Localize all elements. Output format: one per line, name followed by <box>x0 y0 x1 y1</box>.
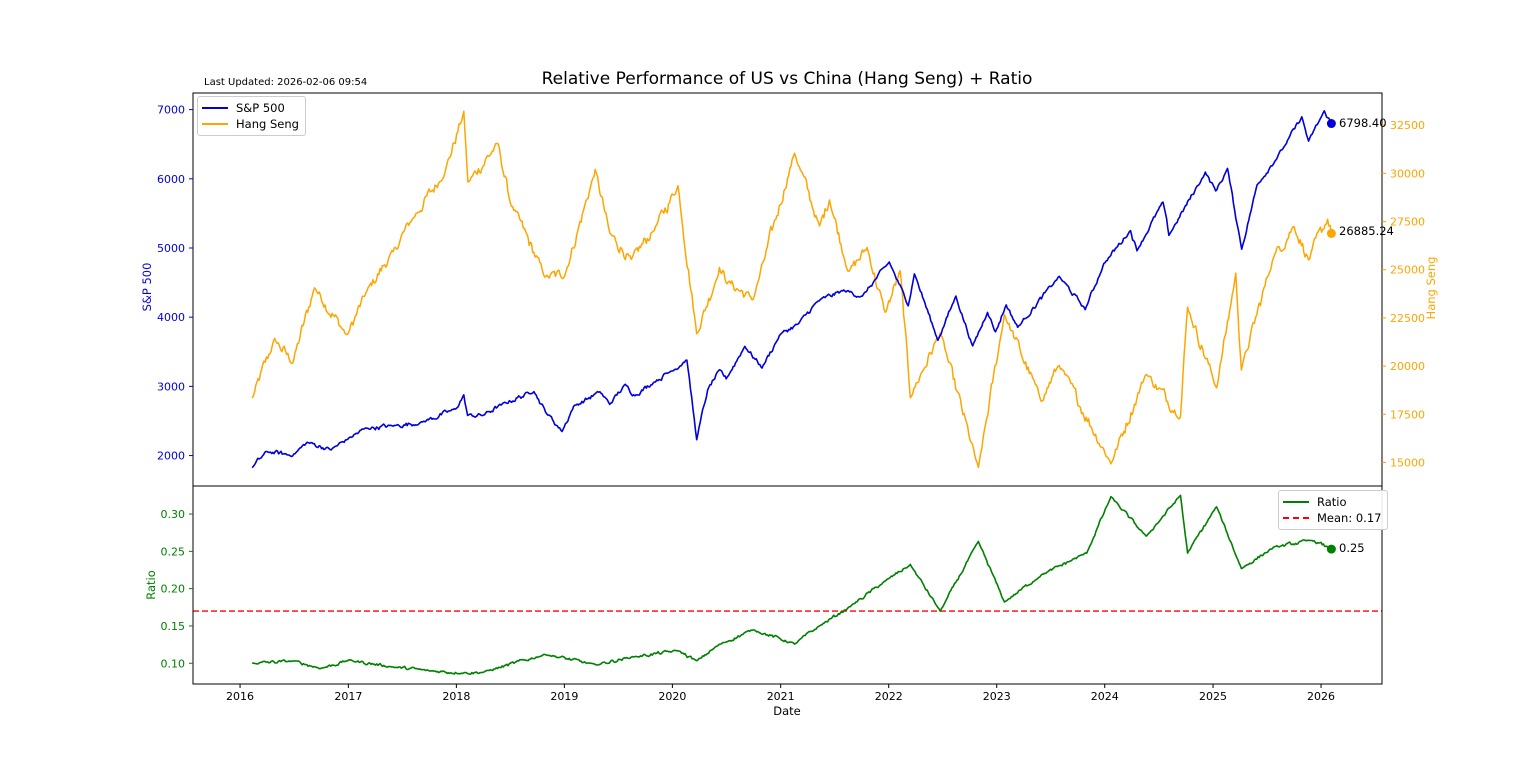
y-tick-label-sp500: 4000 <box>157 311 185 324</box>
x-tick-label: 2016 <box>226 690 254 703</box>
legend-item-mean: Mean: 0.17 <box>1283 510 1381 526</box>
y-tick-label-hang-seng: 15000 <box>1390 456 1425 469</box>
y-axis-label-hang-seng: Hang Seng <box>1424 256 1438 320</box>
y-axis-label-sp500: S&P 500 <box>140 262 154 312</box>
y-tick-label-sp500: 3000 <box>157 380 185 393</box>
y-axis-label-ratio: Ratio <box>144 570 158 600</box>
x-tick-label: 2017 <box>334 690 362 703</box>
series-line-ratio <box>252 494 1332 675</box>
end-label-sp500: 6798.40 <box>1339 116 1387 130</box>
end-marker-ratio <box>1326 544 1336 554</box>
end-label-ratio: 0.25 <box>1339 541 1365 555</box>
y-tick-label-ratio: 0.10 <box>161 657 186 670</box>
y-tick-label-hang-seng: 22500 <box>1390 312 1425 325</box>
x-tick-label: 2018 <box>442 690 470 703</box>
legend-bottom: Ratio Mean: 0.17 <box>1278 490 1389 530</box>
y-tick-label-ratio: 0.20 <box>161 583 186 596</box>
y-tick-label-ratio: 0.15 <box>161 620 186 633</box>
x-tick-label: 2026 <box>1307 690 1335 703</box>
x-tick-label: 2020 <box>658 690 686 703</box>
end-label-hang-seng: 26885.24 <box>1339 224 1394 238</box>
series-line-sp500 <box>251 110 1333 469</box>
end-marker-sp500 <box>1326 119 1336 129</box>
y-tick-label-hang-seng: 32500 <box>1390 119 1425 132</box>
bottom-panel-frame <box>192 485 1383 685</box>
legend-swatch-hang-seng <box>202 123 228 125</box>
y-tick-label-sp500: 7000 <box>157 104 185 117</box>
y-tick-label-hang-seng: 25000 <box>1390 264 1425 277</box>
y-tick-label-hang-seng: 17500 <box>1390 408 1425 421</box>
x-tick-label: 2024 <box>1091 690 1119 703</box>
end-marker-hang-seng <box>1326 228 1336 238</box>
x-axis-label-date: Date <box>773 704 801 718</box>
legend-swatch-ratio <box>1283 501 1309 503</box>
legend-label-ratio: Ratio <box>1317 495 1347 509</box>
x-tick-label: 2022 <box>875 690 903 703</box>
y-tick-label-hang-seng: 27500 <box>1390 216 1425 229</box>
legend-swatch-sp500 <box>202 107 228 109</box>
y-tick-label-hang-seng: 20000 <box>1390 360 1425 373</box>
legend-label-hang-seng: Hang Seng <box>236 117 299 131</box>
y-tick-label-sp500: 2000 <box>157 450 185 463</box>
legend-item-hang-seng: Hang Seng <box>202 116 299 132</box>
legend-item-ratio: Ratio <box>1283 494 1381 510</box>
legend-label-mean: Mean: 0.17 <box>1317 511 1382 525</box>
legend-top: S&P 500 Hang Seng <box>197 96 306 136</box>
x-tick-label: 2019 <box>550 690 578 703</box>
last-updated-text: Last Updated: 2026-02-06 09:54 <box>204 77 368 88</box>
legend-swatch-mean <box>1283 517 1309 519</box>
x-tick-label: 2023 <box>983 690 1011 703</box>
y-tick-label-sp500: 5000 <box>157 242 185 255</box>
x-tick-label: 2021 <box>767 690 795 703</box>
legend-label-sp500: S&P 500 <box>236 101 285 115</box>
x-tick-label: 2025 <box>1199 690 1227 703</box>
series-line-hang-seng <box>251 110 1333 469</box>
legend-item-sp500: S&P 500 <box>202 100 299 116</box>
chart-title: Relative Performance of US vs China (Han… <box>541 69 1033 89</box>
y-tick-label-hang-seng: 30000 <box>1390 167 1425 180</box>
y-tick-label-ratio: 0.30 <box>161 508 186 521</box>
y-tick-label-sp500: 6000 <box>157 173 185 186</box>
y-tick-label-ratio: 0.25 <box>161 545 186 558</box>
